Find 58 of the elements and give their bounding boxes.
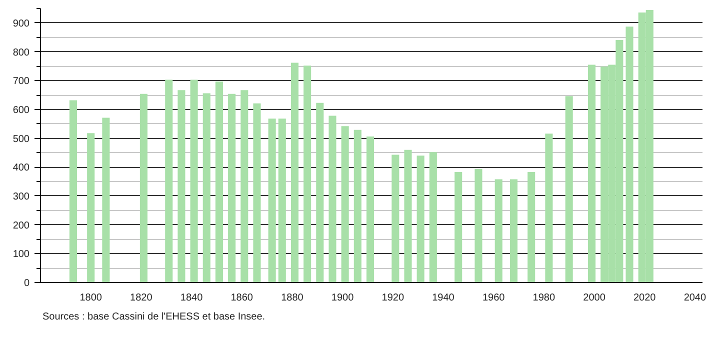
bar [215,81,223,282]
x-tick-label: 1940 [432,292,455,304]
bar [328,116,336,282]
bar [545,134,553,282]
x-tick-label: 1820 [130,292,153,304]
bar [474,168,482,282]
bar [366,136,374,282]
bar [228,94,236,282]
y-tick-label: 400 [12,162,30,174]
bar [87,133,95,282]
bar [454,172,462,282]
x-tick-label: 1960 [482,292,506,304]
bar [404,150,412,282]
y-tick-label: 700 [12,76,30,88]
x-tick-label: 1980 [532,292,556,304]
x-tick-label: 1920 [382,292,404,304]
y-tick-label: 900 [12,18,30,30]
bar [565,96,573,282]
y-tick-label: 800 [12,47,30,58]
bar [268,118,276,282]
bar [253,103,261,282]
bar [178,90,186,282]
bar [316,102,324,282]
y-tick-label: 600 [12,104,30,116]
y-tick-label: 0 [24,278,30,289]
bar [202,93,210,282]
y-tick-label: 100 [12,249,30,260]
bar [416,156,424,282]
y-tick-label: 500 [12,134,30,145]
x-tick-label: 1800 [80,292,102,304]
y-tick-label: 200 [12,220,30,232]
x-tick-label: 1880 [281,292,304,304]
bar [528,172,536,282]
bar [494,179,502,282]
bar [69,100,77,282]
bar [140,94,148,282]
bar [290,62,299,282]
x-tick-label: 2000 [583,292,606,304]
bar [240,90,248,282]
x-tick-label: 1900 [331,292,354,304]
bar [102,118,110,282]
bar [354,130,362,282]
bar [190,80,198,282]
bar [588,64,596,282]
x-tick-label: 1840 [180,292,204,304]
bar [392,154,400,282]
bar [429,152,437,282]
x-tick-label: 2040 [684,292,707,304]
y-tick-label: 300 [12,191,30,202]
x-tick-label: 1860 [230,292,254,304]
bar [626,26,634,282]
bar [278,118,286,282]
bar [510,179,518,282]
bar [304,66,312,282]
x-tick-label: 2020 [633,292,656,304]
bar [165,80,173,282]
source-note: Sources : base Cassini de l'EHESS et base Insee. [42,312,266,322]
bar [341,126,349,282]
